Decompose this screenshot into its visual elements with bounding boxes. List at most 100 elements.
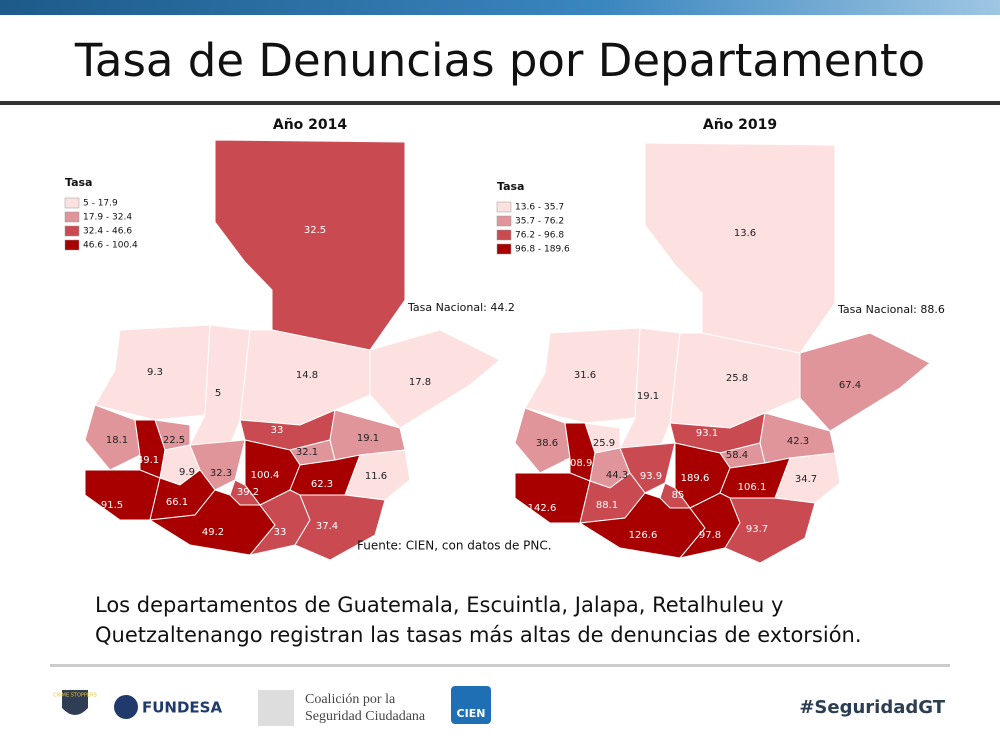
footer: CRIME STOPPERS FUNDESA Coalición por la … <box>53 686 946 726</box>
department-value: 100.4 <box>251 470 280 481</box>
department-value: 37.4 <box>316 521 338 532</box>
department-value: 58.4 <box>726 450 748 461</box>
department-value: 9.9 <box>179 467 195 478</box>
map-title: Año 2014 <box>273 117 348 133</box>
crime-stoppers-logo <box>62 690 88 715</box>
national-rate: Tasa Nacional: 44.2 <box>407 301 515 314</box>
department-value: 32.5 <box>304 225 326 236</box>
legend-swatch <box>496 243 512 255</box>
crime-stoppers-text: CRIME STOPPERS <box>53 693 97 699</box>
title-rule <box>0 101 1000 105</box>
slide-title: Tasa de Denuncias por Departamento <box>74 34 925 87</box>
coalicion-logo <box>258 690 294 726</box>
caption-line: Los departamentos de Guatemala, Escuintl… <box>95 593 783 617</box>
legend-label: 76.2 - 96.8 <box>515 231 564 241</box>
department-value: 49.1 <box>137 455 159 466</box>
legend-swatch <box>496 215 512 227</box>
department <box>514 472 591 524</box>
coalicion-text: Coalición por la <box>305 692 396 707</box>
department <box>84 469 161 521</box>
department-value: 14.8 <box>296 370 318 381</box>
department-value: 11.6 <box>365 471 387 482</box>
department-value: 25.9 <box>593 438 615 449</box>
legend-swatch <box>64 197 80 209</box>
department <box>344 449 411 501</box>
department <box>189 439 246 491</box>
source: Fuente: CIEN, con datos de PNC. <box>357 539 552 553</box>
department-value: 67.4 <box>839 380 861 391</box>
coalicion-text: Seguridad Ciudadana <box>305 709 426 724</box>
department <box>799 332 931 432</box>
department-value: 93.9 <box>640 471 662 482</box>
fundesa-logo <box>114 695 138 719</box>
cien-text: CIEN <box>457 707 486 720</box>
department-value: 91.5 <box>101 500 123 511</box>
legend-swatch <box>64 211 80 223</box>
caption-line: Quetzaltenango registran las tasas más a… <box>95 623 862 647</box>
legend-swatch <box>496 229 512 241</box>
department-value: 17.8 <box>409 377 431 388</box>
department-value: 18.1 <box>106 435 128 446</box>
legend-swatch <box>64 239 80 251</box>
department-value: 108.9 <box>564 458 593 469</box>
department-value: 42.3 <box>787 436 809 447</box>
department-value: 93.7 <box>746 524 768 535</box>
map-title: Año 2019 <box>703 117 777 133</box>
department-value: 13.6 <box>734 228 756 239</box>
department-value: 44.3 <box>606 470 628 481</box>
legend-label: 32.4 - 46.6 <box>83 227 132 237</box>
department-value: 85 <box>672 490 685 501</box>
department <box>214 139 406 351</box>
department <box>774 452 841 504</box>
fundesa-text: FUNDESA <box>142 699 222 717</box>
department-value: 93.1 <box>696 428 718 439</box>
department-value: 19.1 <box>637 391 659 402</box>
department-value: 126.6 <box>629 530 658 541</box>
department-value: 38.6 <box>536 438 558 449</box>
department-value: 142.6 <box>528 503 557 514</box>
department-value: 39.2 <box>237 487 259 498</box>
hashtag: #SeguridadGT <box>799 697 945 718</box>
department <box>369 329 501 429</box>
department-value: 5 <box>215 388 221 399</box>
department-value: 97.8 <box>699 530 721 541</box>
department-value: 66.1 <box>166 497 188 508</box>
department <box>294 494 386 561</box>
department <box>724 497 816 564</box>
department <box>84 404 141 471</box>
department-value: 31.6 <box>574 370 596 381</box>
department-value: 33 <box>274 527 287 538</box>
maps: Año 2014 32.5 9.3 5 14.8 17.8 18.1 22.5 49.1 9.9 3… <box>64 117 945 564</box>
department-value: 22.5 <box>163 435 185 446</box>
department-value: 32.1 <box>296 447 318 458</box>
legend-label: 13.6 - 35.7 <box>515 203 564 213</box>
legend-label: 46.6 - 100.4 <box>83 241 138 251</box>
department-value: 25.8 <box>726 373 748 384</box>
department-value: 34.7 <box>795 474 817 485</box>
legend-swatch <box>64 225 80 237</box>
department <box>514 407 571 474</box>
legend-title: Tasa <box>497 180 524 193</box>
legend-swatch <box>496 201 512 213</box>
department-value: 32.3 <box>210 468 232 479</box>
legend-title: Tasa <box>65 176 92 189</box>
department-value: 189.6 <box>681 473 710 484</box>
legend-label: 5 - 17.9 <box>83 199 118 209</box>
department-value: 88.1 <box>596 500 618 511</box>
department <box>619 442 676 494</box>
legend-label: 17.9 - 32.4 <box>83 213 132 223</box>
map: Año 2019 13.6 31.6 19.1 25.8 67.4 38.6 25.9108.… <box>496 117 945 564</box>
legend-label: 35.7 - 76.2 <box>515 217 564 227</box>
national-rate: Tasa Nacional: 88.6 <box>837 303 945 316</box>
department-value: 19.1 <box>357 433 379 444</box>
department-value: 9.3 <box>147 367 163 378</box>
cien-logo <box>451 686 491 724</box>
department-value: 33 <box>271 425 284 436</box>
department-value: 62.3 <box>311 479 333 490</box>
map: Año 2014 32.5 9.3 5 14.8 17.8 18.1 22.5 49.1 9.9 3… <box>64 117 515 561</box>
department-value: 49.2 <box>202 527 224 538</box>
department <box>644 142 836 354</box>
top-bar <box>0 0 1000 15</box>
department-value: 106.1 <box>738 482 767 493</box>
